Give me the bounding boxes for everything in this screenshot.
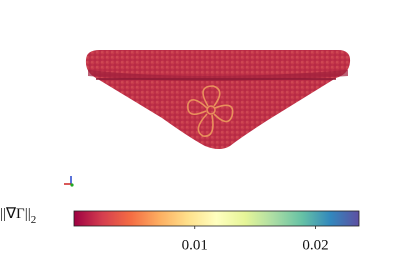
colorbar-label-main: ||∇Γ|| — [0, 206, 31, 222]
colorbar — [73, 210, 360, 227]
colorbar-tick-label: 0.02 — [302, 237, 328, 253]
colorbar-label-subscript: 2 — [31, 214, 37, 226]
hull-render — [85, 50, 351, 149]
axes-triad — [64, 176, 74, 187]
colorbar-label: ||∇Γ||2 — [0, 206, 36, 225]
colorbar-tick-label: 0.01 — [182, 237, 208, 253]
